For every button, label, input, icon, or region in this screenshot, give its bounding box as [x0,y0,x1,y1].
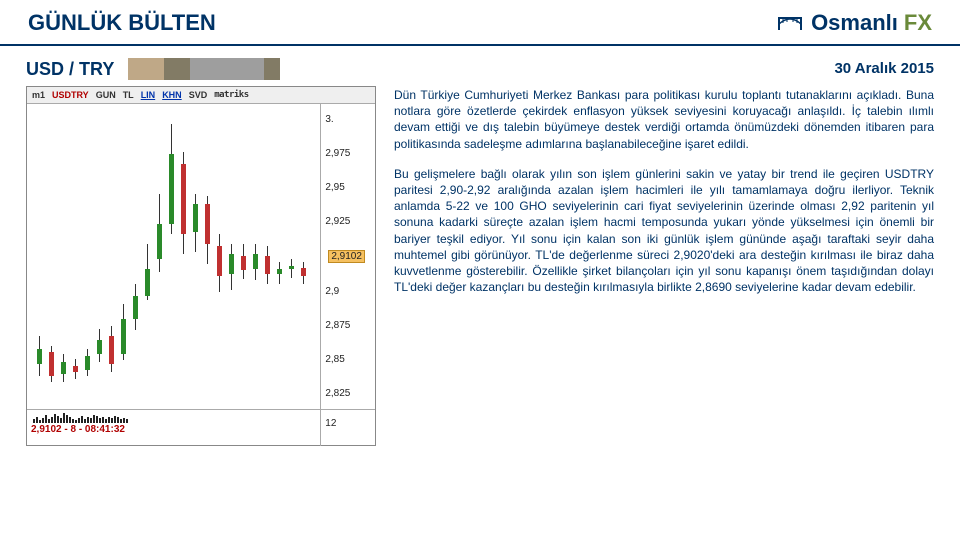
volume-scale: 12 [321,410,375,446]
y-tick: 2,875 [321,320,375,331]
candle [241,256,246,270]
y-axis: 3. 2,975 2,95 2,925 2,9102 2,9 2,875 2,85 2,825 [321,104,375,409]
bulletin-date: 30 Aralık 2015 [394,60,934,77]
decorative-bars [128,58,280,80]
bulletin-title: GÜNLÜK BÜLTEN [28,10,216,36]
candle [301,268,306,276]
candle [85,356,90,370]
candle [229,254,234,274]
left-column: USD / TRY m1 USDTRY GUN TL LIN KHN SVD m… [26,58,376,446]
candle [145,269,150,296]
candle [97,340,102,354]
candle [121,319,126,354]
candle [217,246,222,276]
brand-suffix: FX [904,10,932,36]
y-tick: 2,95 [321,182,375,193]
candle [157,224,162,259]
candle [265,256,270,274]
candle [277,269,282,274]
chart-body: 3. 2,975 2,95 2,925 2,9102 2,9 2,875 2,85 2,825 [27,104,375,410]
y-tick: 2,975 [321,148,375,159]
y-tick: 2,925 [321,216,375,227]
indicator-button[interactable]: m1 [29,90,48,100]
candle [205,204,210,244]
chart-toolbar: m1 USDTRY GUN TL LIN KHN SVD matriks [27,87,375,104]
toolbar-gun[interactable]: GUN [93,90,119,100]
chart-symbol: USDTRY [49,90,92,100]
toolbar-brand: matriks [211,90,251,100]
candle [169,154,174,224]
candle [37,349,42,364]
toolbar-tl[interactable]: TL [120,90,137,100]
pair-row: USD / TRY [26,58,376,80]
candle [133,296,138,319]
candle [253,254,258,269]
volume-panel: 2,9102 - 8 - 08:41:32 [27,410,321,446]
paragraph-1: Dün Türkiye Cumhuriyeti Merkez Bankası p… [394,87,934,152]
candle [109,336,114,364]
toolbar-svd[interactable]: SVD [186,90,211,100]
toolbar-khn[interactable]: KHN [159,90,185,100]
y-tick: 2,825 [321,388,375,399]
volume-bars [29,412,318,424]
toolbar-lin[interactable]: LIN [138,90,159,100]
candle [49,352,54,376]
price-chart: m1 USDTRY GUN TL LIN KHN SVD matriks 3. 2… [26,86,376,446]
content-area: USD / TRY m1 USDTRY GUN TL LIN KHN SVD m… [0,46,960,446]
chart-bottom: 2,9102 - 8 - 08:41:32 12 [27,410,375,446]
candle [193,204,198,232]
brand-logo: Osmanlı FX [775,8,932,38]
paragraph-2: Bu gelişmelere bağlı olarak yılın son iş… [394,166,934,296]
y-tick: 2,9 [321,286,375,297]
status-line: 2,9102 - 8 - 08:41:32 [29,424,318,435]
candle [61,362,66,374]
brand-name: Osmanlı [811,10,898,36]
y-tick: 3. [321,114,375,125]
candle [181,164,186,234]
candle-area[interactable] [27,104,321,409]
page-header: GÜNLÜK BÜLTEN Osmanlı FX [0,0,960,46]
candle [289,266,294,269]
right-column: 30 Aralık 2015 Dün Türkiye Cumhuriyeti M… [394,58,934,446]
candle [73,366,78,372]
y-tick: 2,9102 [321,250,375,263]
y-tick: 2,85 [321,354,375,365]
pair-label: USD / TRY [26,59,114,80]
bridge-icon [775,8,805,38]
